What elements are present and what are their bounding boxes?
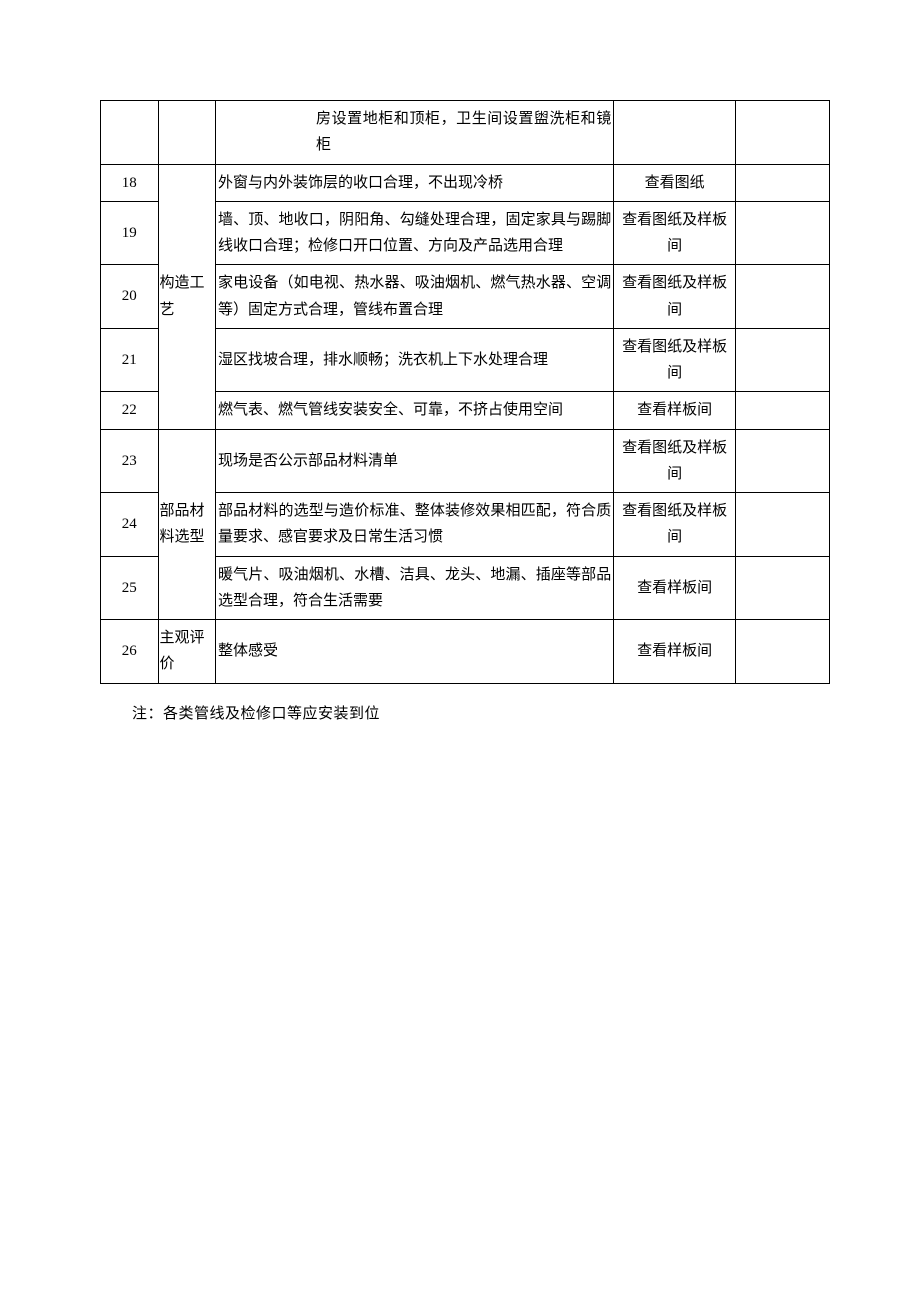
- cell-category: 部品材料选型: [158, 429, 216, 620]
- cell-method: 查看图纸及样板间: [614, 265, 736, 329]
- cell-category: 构造工艺: [158, 164, 216, 429]
- footnote-text: 注：各类管线及检修口等应安装到位: [132, 702, 830, 723]
- cell-method: 查看图纸: [614, 164, 736, 201]
- cell-method: 查看样板间: [614, 620, 736, 684]
- cell-num: 23: [101, 429, 159, 493]
- table-row: 18 构造工艺 外窗与内外装饰层的收口合理，不出现冷桥 查看图纸: [101, 164, 830, 201]
- cell-num: 18: [101, 164, 159, 201]
- cell-method: 查看图纸及样板间: [614, 201, 736, 265]
- cell-method: 查看图纸及样板间: [614, 429, 736, 493]
- cell-content: 家电设备（如电视、热水器、吸油烟机、燃气热水器、空调等）固定方式合理，管线布置合…: [216, 265, 614, 329]
- cell-remark: [735, 201, 829, 265]
- cell-num: 26: [101, 620, 159, 684]
- cell-remark: [735, 429, 829, 493]
- cell-content: 整体感受: [216, 620, 614, 684]
- cell-remark: [735, 620, 829, 684]
- cell-num: 21: [101, 328, 159, 392]
- cell-num: 25: [101, 556, 159, 620]
- cell-content: 湿区找坡合理，排水顺畅；洗衣机上下水处理合理: [216, 328, 614, 392]
- cell-content: 现场是否公示部品材料清单: [216, 429, 614, 493]
- evaluation-table: 房设置地柜和顶柜，卫生间设置盥洗柜和镜柜 18 构造工艺 外窗与内外装饰层的收口…: [100, 100, 830, 684]
- cell-num: 22: [101, 392, 159, 429]
- cell-remark: [735, 101, 829, 165]
- table-body: 房设置地柜和顶柜，卫生间设置盥洗柜和镜柜 18 构造工艺 外窗与内外装饰层的收口…: [101, 101, 830, 684]
- cell-num: 19: [101, 201, 159, 265]
- cell-category: 主观评价: [158, 620, 216, 684]
- cell-method: 查看样板间: [614, 392, 736, 429]
- cell-num: 20: [101, 265, 159, 329]
- table-row: 23 部品材料选型 现场是否公示部品材料清单 查看图纸及样板间: [101, 429, 830, 493]
- cell-content: 房设置地柜和顶柜，卫生间设置盥洗柜和镜柜: [216, 101, 614, 165]
- cell-content: 暖气片、吸油烟机、水槽、洁具、龙头、地漏、插座等部品选型合理，符合生活需要: [216, 556, 614, 620]
- cell-num: [101, 101, 159, 165]
- cell-remark: [735, 328, 829, 392]
- cell-content: 部品材料的选型与造价标准、整体装修效果相匹配，符合质量要求、感官要求及日常生活习…: [216, 493, 614, 557]
- cell-remark: [735, 556, 829, 620]
- cell-remark: [735, 265, 829, 329]
- cell-content: 墙、顶、地收口，阴阳角、勾缝处理合理，固定家具与踢脚线收口合理；检修口开口位置、…: [216, 201, 614, 265]
- cell-remark: [735, 493, 829, 557]
- cell-content: 外窗与内外装饰层的收口合理，不出现冷桥: [216, 164, 614, 201]
- cell-method: 查看图纸及样板间: [614, 493, 736, 557]
- cell-num: 24: [101, 493, 159, 557]
- cell-method: 查看样板间: [614, 556, 736, 620]
- table-row: 26 主观评价 整体感受 查看样板间: [101, 620, 830, 684]
- cell-content: 燃气表、燃气管线安装安全、可靠，不挤占使用空间: [216, 392, 614, 429]
- cell-remark: [735, 164, 829, 201]
- cell-method: 查看图纸及样板间: [614, 328, 736, 392]
- table-row: 房设置地柜和顶柜，卫生间设置盥洗柜和镜柜: [101, 101, 830, 165]
- cell-method: [614, 101, 736, 165]
- cell-remark: [735, 392, 829, 429]
- cell-category: [158, 101, 216, 165]
